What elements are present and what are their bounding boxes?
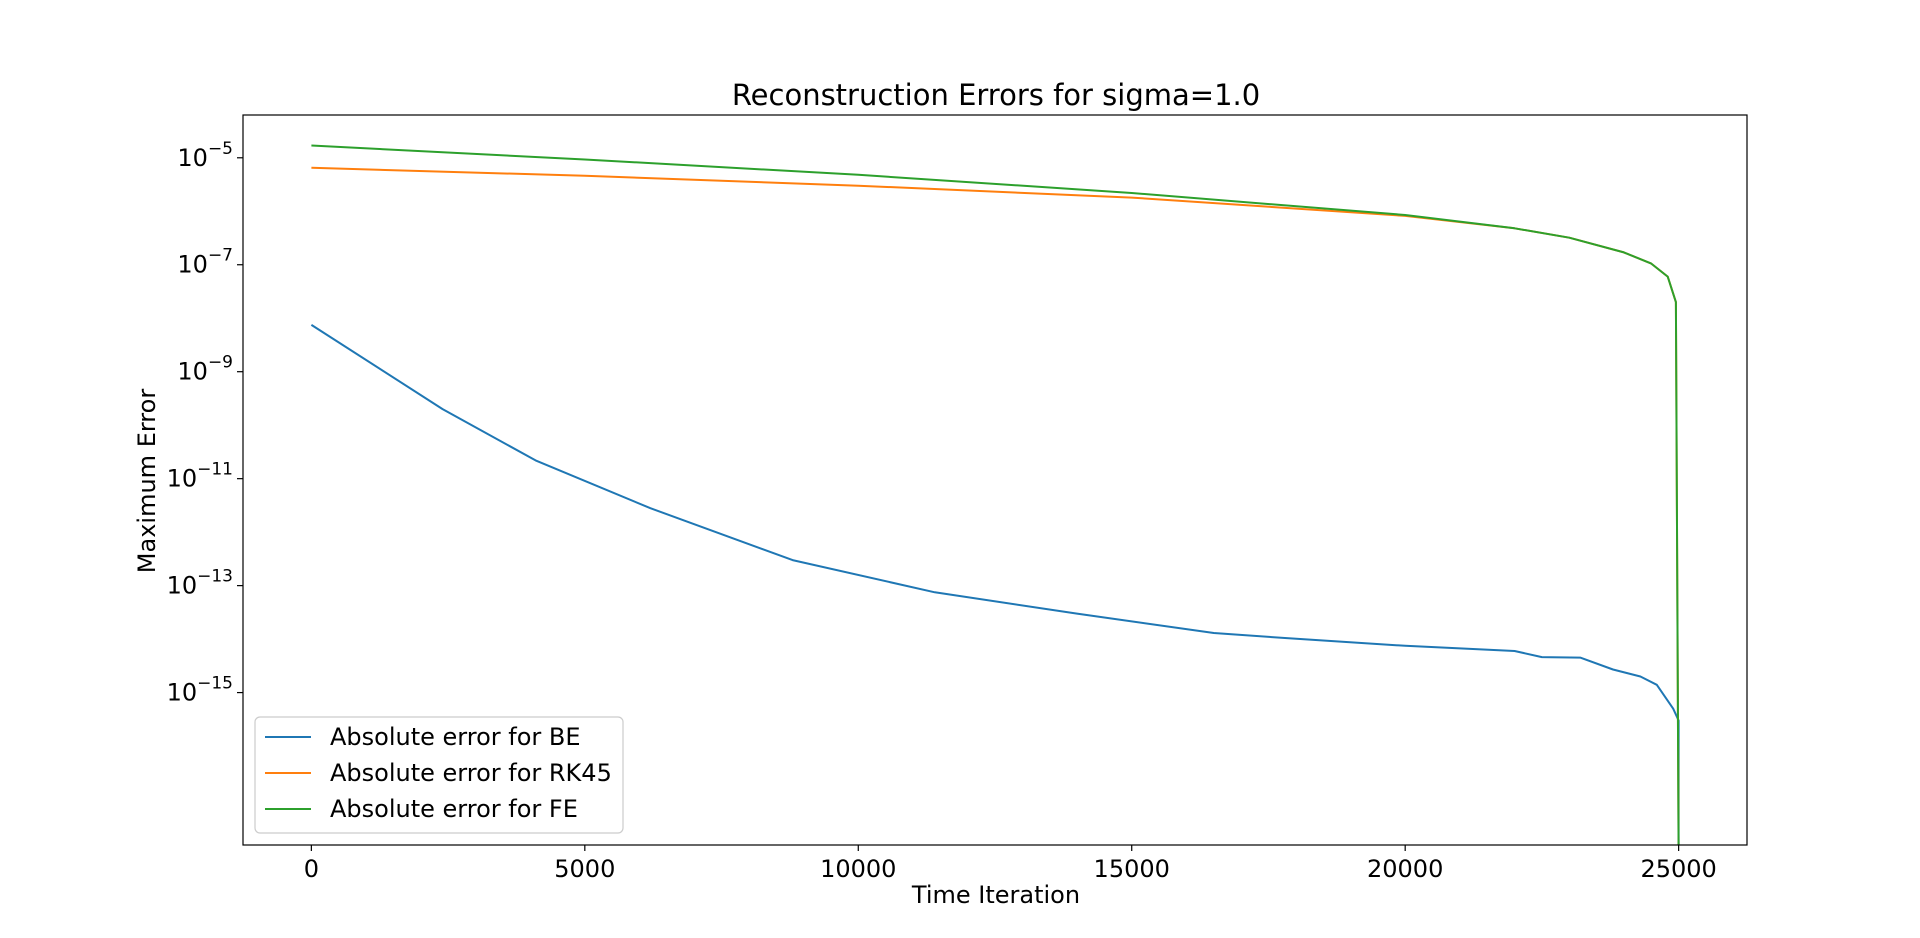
series-line-1: [310, 324, 1680, 845]
legend-box: [254, 716, 624, 834]
plot-area-frame: [242, 114, 1748, 846]
series-layer: [310, 144, 1680, 845]
series-line-3: [311, 144, 1680, 845]
x-axis-title: Time Iteration: [911, 881, 1080, 909]
legend-label: Absolute error for FE: [330, 795, 578, 823]
x-tick-label: 20000: [1367, 855, 1443, 883]
y-axis-title: Maximum Error: [133, 389, 161, 574]
x-tick-label: 10000: [820, 855, 896, 883]
x-tick-label: 5000: [554, 855, 615, 883]
x-tick-label: 15000: [1094, 855, 1170, 883]
y-tick-label: 10−15: [167, 674, 233, 707]
legend: Absolute error for BE Absolute error for …: [254, 716, 624, 834]
y-tick-label: 10−11: [167, 460, 233, 493]
y-tick-label: 10−7: [177, 246, 233, 279]
x-axis: 0 5000 10000 15000 20000 25000: [304, 845, 1717, 883]
y-tick-label: 10−5: [177, 139, 233, 172]
chart-title: Reconstruction Errors for sigma=1.0: [732, 78, 1260, 112]
y-tick-label: 10−9: [177, 353, 233, 386]
x-tick-label: 0: [304, 855, 319, 883]
y-tick-label: 10−13: [167, 567, 233, 600]
x-tick-label: 25000: [1640, 855, 1716, 883]
legend-label: Absolute error for BE: [330, 723, 581, 751]
legend-label: Absolute error for RK45: [330, 759, 612, 787]
y-axis: 10−5 10−7 10−9 10−11 10−13 10−15: [167, 139, 243, 707]
